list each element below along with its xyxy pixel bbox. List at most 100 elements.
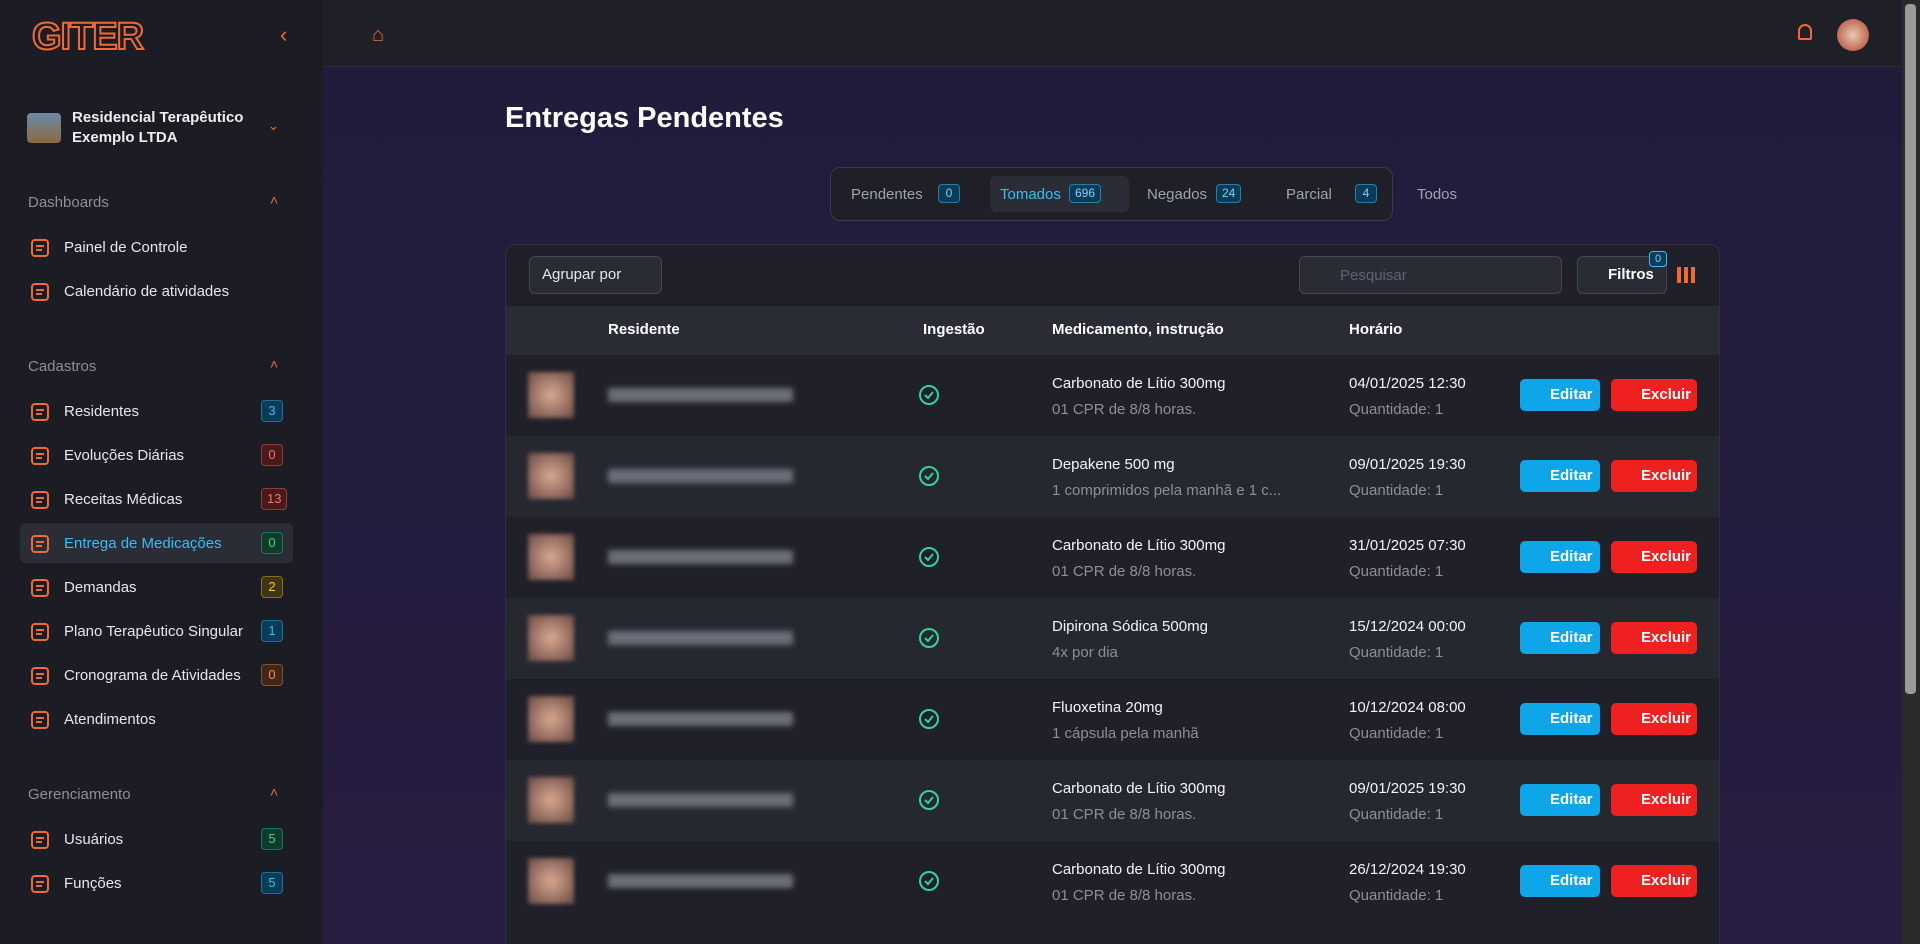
menu-item[interactable]: Usuários [64,831,124,848]
tab-label: Parcial [1286,186,1332,203]
resident-avatar [528,858,574,904]
delete-button[interactable]: Excluir [1611,460,1697,492]
menu-item[interactable]: Demandas [64,579,137,596]
tab-count: 0 [938,184,960,203]
organization[interactable]: Residencial Terapêutico Exemplo LTDA [72,109,244,146]
resident-name-blurred [608,550,793,564]
resident-name-blurred [608,469,793,483]
header [323,0,1900,67]
instruction: 4x por dia [1052,644,1118,661]
table-header [506,306,1719,355]
quantity: Quantidade: 1 [1349,563,1444,580]
delete-button[interactable]: Excluir [1611,379,1697,411]
badge: 5 [261,828,283,850]
quantity: Quantidade: 1 [1349,644,1444,661]
edit-button[interactable]: Editar [1520,784,1600,816]
collapse[interactable]: ‹ [280,22,288,47]
tab-count: 4 [1355,184,1377,203]
icon [29,665,51,687]
column-header[interactable]: Ingestão [923,321,985,338]
section-toggle[interactable]: ˄ [270,784,279,800]
badge: 0 [261,444,283,466]
table-row: Carbonato de Lítio 300mg 01 CPR de 8/8 ho… [506,841,1719,922]
delete-button[interactable]: Excluir [1611,703,1697,735]
resident-name-blurred [608,631,793,645]
icon [29,533,51,555]
column-header[interactable]: Medicamento, instrução [1052,321,1224,338]
tab[interactable]: Tomados 696 [990,176,1129,212]
resident-avatar [528,615,574,661]
time: 31/01/2025 07:30 [1349,537,1466,554]
group-by[interactable]: Agrupar por [529,256,663,294]
tab-label: Negados [1147,186,1208,203]
menu-item[interactable]: Atendimentos [64,711,156,728]
instruction: 1 comprimidos pela manhã e 1 c... [1052,482,1282,499]
section-title[interactable]: Cadastros [28,358,97,375]
menu-item[interactable]: Funções [64,875,122,892]
tab[interactable]: Todos [1407,176,1474,212]
table-row: Fluoxetina 20mg 1 cápsula pela manhã 10/12… [506,679,1719,760]
icon [29,577,51,599]
time: 10/12/2024 08:00 [1349,699,1466,716]
badge: 2 [261,576,283,598]
medication: Depakene 500 mg [1052,456,1175,473]
section-toggle[interactable]: ˄ [270,356,279,372]
edit-button[interactable]: Editar [1520,865,1600,897]
delete-button[interactable]: Excluir [1611,622,1697,654]
resident-avatar [528,696,574,742]
medication: Carbonato de Lítio 300mg [1052,537,1226,554]
instruction: 01 CPR de 8/8 horas. [1052,806,1197,823]
tab[interactable]: Negados 24 [1137,176,1268,212]
edit-button[interactable]: Editar [1520,379,1600,411]
delete-button[interactable]: Excluir [1611,865,1697,897]
org-toggle[interactable]: ⌄ [268,118,279,133]
resident-avatar [528,372,574,418]
tab[interactable]: Pendentes 0 [841,176,982,212]
tab-label: Tomados [1000,186,1061,203]
edit-button[interactable]: Editar [1520,541,1600,573]
menu-item[interactable]: Entrega de Medicações [64,535,222,552]
medication: Carbonato de Lítio 300mg [1052,375,1226,392]
badge: 3 [261,400,283,422]
icon [29,281,51,303]
menu-item[interactable]: Evoluções Diárias [64,447,185,464]
column-header[interactable]: Residente [608,321,680,338]
logo[interactable]: GITER [31,15,145,59]
menu-item[interactable]: Residentes [64,403,140,420]
section-toggle[interactable]: ˄ [270,192,279,208]
resident-name-blurred [608,388,793,402]
tab-count: 24 [1216,184,1242,203]
icon [29,873,51,895]
menu-item[interactable]: Cronograma de Atividades [64,667,241,684]
search[interactable]: Pesquisar [1299,256,1562,294]
resident-name-blurred [608,793,793,807]
menu-item[interactable]: Calendário de atividades [64,283,230,300]
icon [918,870,940,892]
medication: Carbonato de Lítio 300mg [1052,861,1226,878]
scroll-thumb [1905,4,1916,694]
menu-item[interactable]: Painel de Controle [64,239,188,256]
user-avatar[interactable] [1837,19,1869,51]
delete-button[interactable]: Excluir [1611,784,1697,816]
icon [29,621,51,643]
edit-button[interactable]: Editar [1520,460,1600,492]
home[interactable]: ⌂ [372,24,385,46]
icon [29,445,51,467]
medication: Dipirona Sódica 500mg [1052,618,1208,635]
medication: Fluoxetina 20mg [1052,699,1163,716]
menu-item[interactable]: Plano Terapêutico Singular [64,623,244,640]
tab[interactable]: Parcial 4 [1276,176,1399,212]
menu-item[interactable]: Receitas Médicas [64,491,183,508]
tab-label: Pendentes [851,186,923,203]
section-title[interactable]: Gerenciamento [28,786,131,803]
time: 15/12/2024 00:00 [1349,618,1466,635]
bell[interactable] [1798,24,1812,40]
edit-button[interactable]: Editar [1520,703,1600,735]
badge: 1 [261,620,283,642]
edit-button[interactable]: Editar [1520,622,1600,654]
section-title[interactable]: Dashboards [28,194,109,211]
delete-button[interactable]: Excluir [1611,541,1697,573]
column-header[interactable]: Horário [1349,321,1403,338]
columns-toggle[interactable] [1677,267,1695,283]
badge: 13 [261,488,288,510]
